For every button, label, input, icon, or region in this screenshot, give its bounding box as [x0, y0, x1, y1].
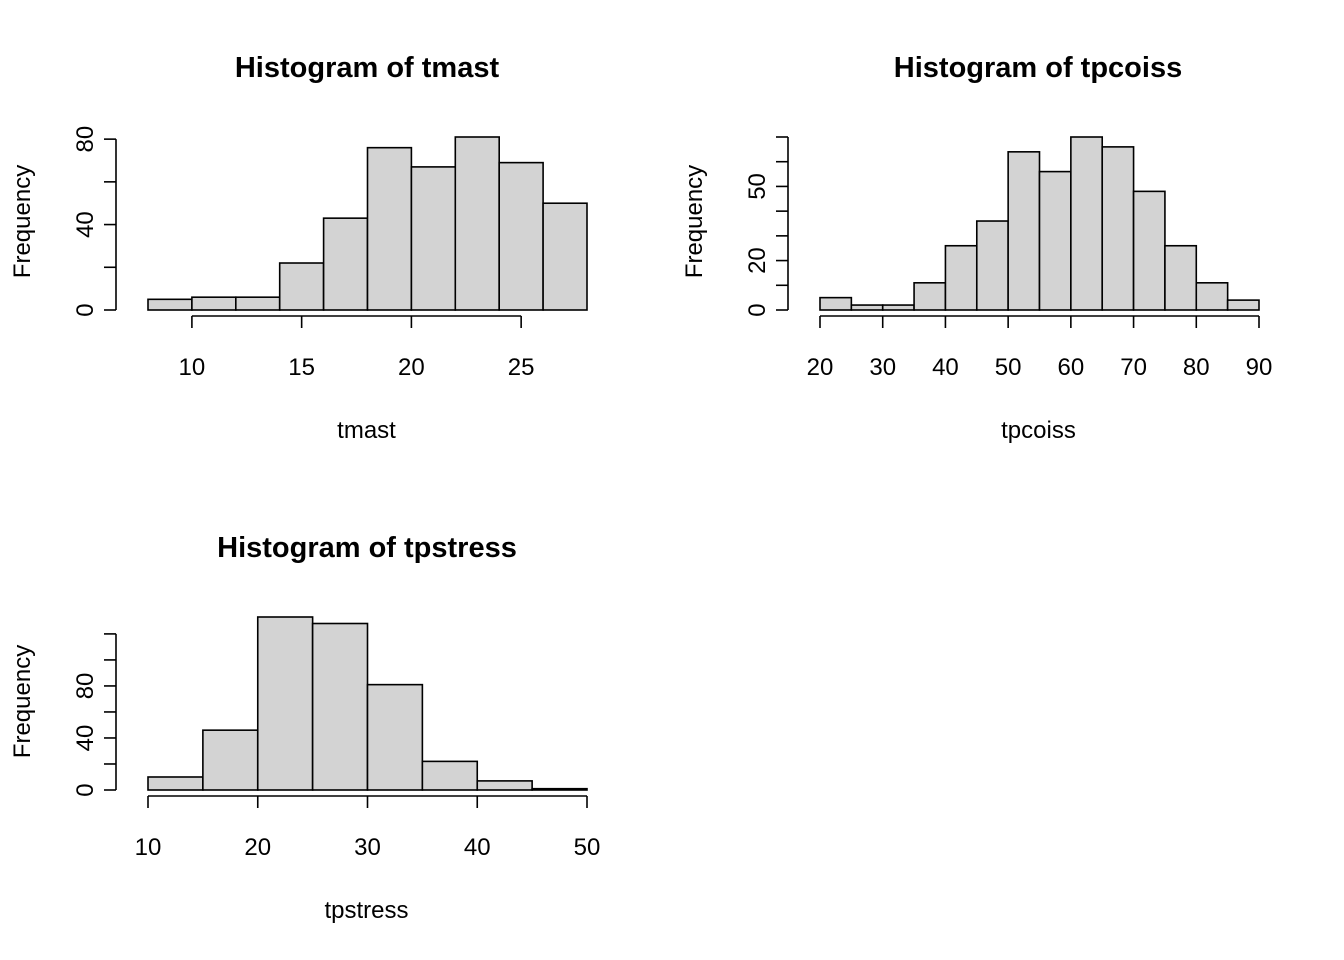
y-tick-label: 50 [744, 173, 771, 200]
y-tick-label: 20 [744, 247, 771, 274]
x-tick-label: 60 [1058, 354, 1085, 381]
histogram-bar [531, 787, 588, 791]
x-tick-label: 20 [244, 834, 271, 861]
y-tick-label: 80 [72, 673, 99, 700]
histogram-bar [1038, 170, 1072, 311]
x-tick-label: 50 [995, 354, 1022, 381]
histogram-bar [256, 616, 314, 791]
y-tick-label: 0 [72, 783, 99, 796]
chart-panel-3: Histogram of tpstress 10 20 30 40 50 0 40 80 tpst… [9, 532, 600, 924]
histogram-bar [975, 220, 1009, 311]
chart-panel-2: Histogram of tpcoiss 20 30 40 50 60 70 80 90 0 20 5… [681, 52, 1272, 444]
x-tick-label: 15 [288, 354, 315, 381]
histogram-bar [850, 304, 884, 311]
histogram-bar [366, 683, 424, 791]
x-tick-label: 20 [807, 354, 834, 381]
histogram-bar [819, 296, 853, 311]
x-tick-label: 10 [179, 354, 206, 381]
x-tick-label: 20 [398, 354, 425, 381]
histogram-bar [476, 780, 533, 791]
y-axis-label: Frequency [9, 645, 36, 758]
histogram-bar [322, 217, 369, 311]
histogram-bar [366, 146, 413, 311]
histogram-bar [1195, 282, 1229, 311]
y-tick-label: 0 [744, 303, 771, 316]
histogram-bar [147, 776, 204, 791]
histogram-bar [881, 304, 915, 311]
histogram-bar [498, 161, 544, 311]
y-tick-label: 40 [72, 725, 99, 752]
histogram-bar [913, 282, 947, 311]
histogram-bar [1164, 244, 1198, 311]
histogram-bar [311, 622, 369, 791]
histogram-bar [202, 729, 259, 791]
histogram-bar [454, 136, 500, 311]
chart-title: Histogram of tpstress [217, 532, 517, 564]
histogram-bar [191, 296, 237, 311]
histogram-bar [1226, 299, 1260, 311]
histogram-bar [944, 244, 978, 311]
histogram-bar [1101, 146, 1135, 311]
histogram-bar [1007, 151, 1041, 311]
y-axis-label: Frequency [9, 165, 36, 278]
x-tick-label: 10 [135, 834, 162, 861]
x-tick-label: 30 [869, 354, 896, 381]
histogram-bar [1132, 190, 1166, 311]
histogram-bar [1070, 136, 1104, 311]
x-axis-label: tpcoiss [1001, 417, 1076, 444]
chart-title: Histogram of tmast [235, 52, 500, 84]
x-tick-label: 25 [508, 354, 535, 381]
x-tick-label: 50 [574, 834, 601, 861]
x-axis-label: tmast [337, 417, 396, 444]
chart-panel-1: Histogram of tmast 10 15 20 25 0 40 80 tmast Freq… [9, 52, 588, 444]
histogram-bar [147, 298, 193, 311]
y-tick-label: 40 [72, 211, 99, 238]
x-tick-label: 80 [1183, 354, 1210, 381]
y-tick-label: 0 [72, 303, 99, 316]
x-tick-label: 40 [464, 834, 491, 861]
histogram-bar [410, 166, 457, 311]
histogram-bar [421, 760, 479, 791]
x-axis-label: tpstress [324, 897, 408, 924]
histogram-bar [542, 202, 588, 311]
chart-title: Histogram of tpcoiss [894, 52, 1182, 84]
y-tick-label: 80 [72, 126, 99, 153]
x-tick-label: 30 [354, 834, 381, 861]
histogram-bar [278, 262, 325, 311]
x-tick-label: 90 [1246, 354, 1273, 381]
x-tick-label: 70 [1120, 354, 1147, 381]
y-axis-label: Frequency [681, 165, 708, 278]
histogram-bar [235, 296, 281, 311]
x-tick-label: 40 [932, 354, 959, 381]
